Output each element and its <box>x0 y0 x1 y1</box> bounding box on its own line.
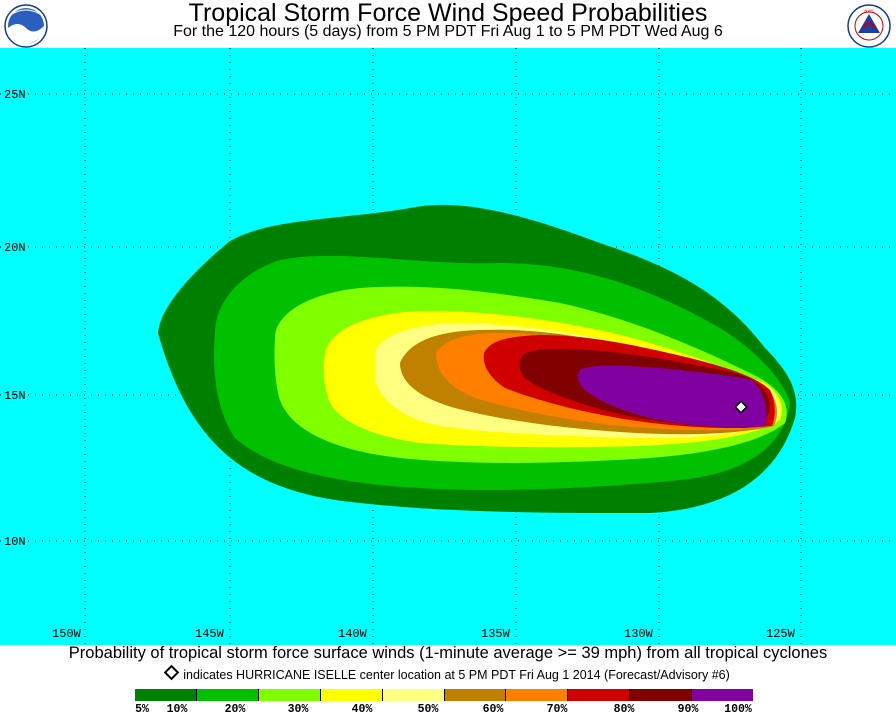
lon-label-145w: 145W <box>195 627 224 641</box>
lat-label-20n: 20N <box>4 241 26 255</box>
header: Tropical Storm Force Wind Speed Probabil… <box>0 0 896 48</box>
lon-label-125w: 125W <box>766 627 795 641</box>
marker-note-text: indicates HURRICANE ISELLE center locati… <box>183 668 730 682</box>
lon-label-135w: 135W <box>481 627 510 641</box>
nws-logo-icon: NWS <box>847 4 891 48</box>
legend-swatch <box>692 689 754 701</box>
legend-tick: 20% <box>224 703 246 716</box>
lon-label-140w: 140W <box>338 627 367 641</box>
legend-ticks: 5% 10% 20% 30% 40% 50% 60% 70% 80% 90% 1… <box>0 703 896 716</box>
marker-note: indicates HURRICANE ISELLE center locati… <box>0 664 896 682</box>
lon-label-150w: 150W <box>52 627 81 641</box>
legend-swatch <box>568 689 631 701</box>
color-legend <box>135 689 754 701</box>
legend-swatch <box>444 689 507 701</box>
contour-90pct <box>578 365 767 428</box>
legend-tick: 100% <box>724 703 752 716</box>
page-subtitle: For the 120 hours (5 days) from 5 PM PDT… <box>173 23 723 40</box>
lat-label-10n: 10N <box>4 535 26 549</box>
noaa-logo-icon <box>4 4 48 48</box>
legend-swatch <box>258 689 321 701</box>
lat-label-25n: 25N <box>4 88 26 102</box>
legend-tick: 50% <box>417 703 439 716</box>
legend-tick: 60% <box>482 703 504 716</box>
legend-tick: 80% <box>613 703 635 716</box>
legend-swatch <box>630 689 693 701</box>
storm-center-marker <box>734 400 748 414</box>
lat-label-15n: 15N <box>4 389 26 403</box>
legend-tick: 30% <box>287 703 309 716</box>
legend-tick: 90% <box>677 703 699 716</box>
legend-swatch <box>196 689 259 701</box>
legend-tick: 70% <box>546 703 568 716</box>
probability-contours <box>0 48 896 645</box>
map-caption: Probability of tropical storm force surf… <box>68 644 828 662</box>
legend-swatch <box>382 689 445 701</box>
probability-map: 25N 20N 15N 10N <box>0 48 896 645</box>
diamond-marker-icon <box>163 664 180 681</box>
legend-swatch <box>320 689 383 701</box>
lon-label-130w: 130W <box>624 627 653 641</box>
svg-text:NWS: NWS <box>864 8 874 13</box>
legend-tick: 10% <box>166 703 188 716</box>
legend-tick: 5% <box>135 703 149 716</box>
legend-swatch <box>506 689 569 701</box>
legend-tick: 40% <box>351 703 373 716</box>
legend-swatch <box>135 689 197 701</box>
page-title: Tropical Storm Force Wind Speed Probabil… <box>188 0 708 27</box>
